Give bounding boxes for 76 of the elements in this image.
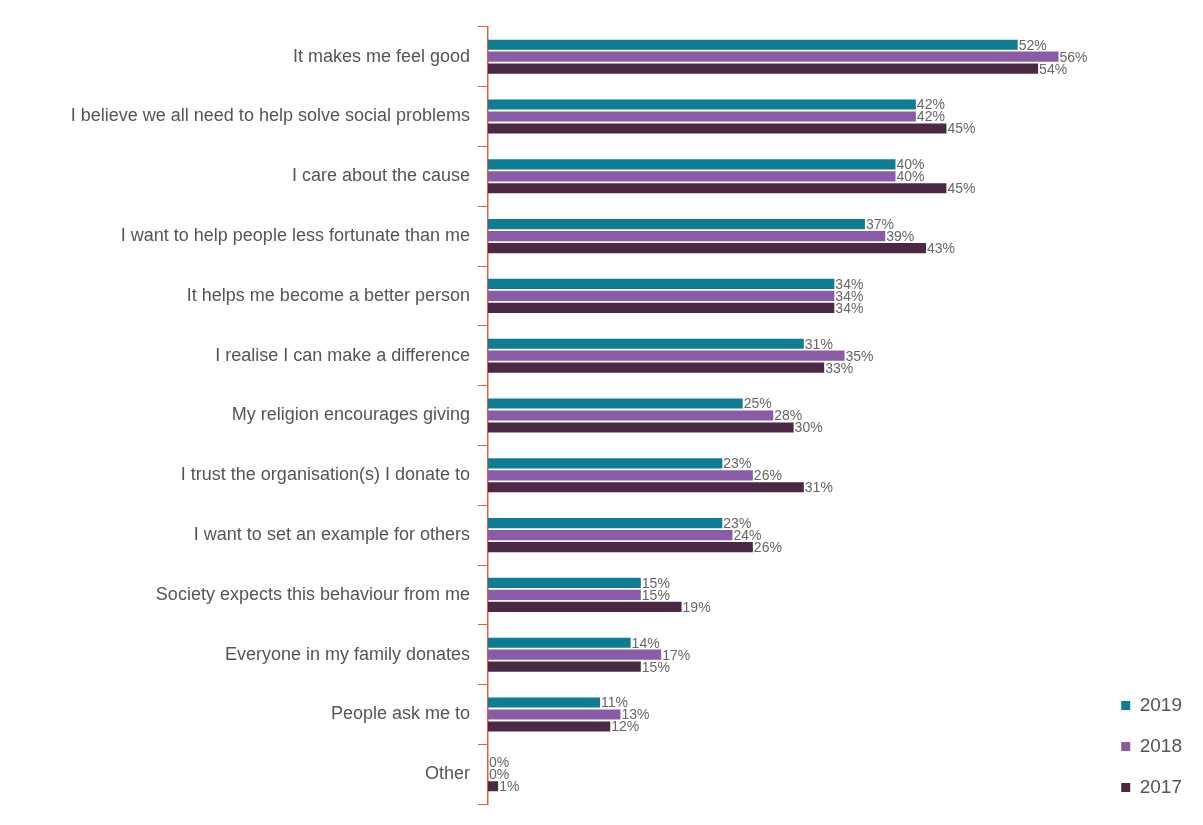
y-tick-label: Everyone in my family donates bbox=[224, 643, 470, 664]
bar bbox=[488, 51, 1059, 62]
y-tick-label: I realise I can make a difference bbox=[215, 344, 470, 365]
bar bbox=[488, 410, 774, 421]
bar bbox=[488, 171, 896, 182]
bar bbox=[488, 99, 916, 110]
y-tick-label: Society expects this behaviour from me bbox=[155, 583, 470, 604]
data-label: 43% bbox=[927, 239, 956, 256]
bar bbox=[488, 302, 835, 313]
bar bbox=[488, 39, 1018, 50]
bar bbox=[488, 63, 1039, 74]
bar bbox=[488, 577, 641, 589]
bar bbox=[488, 242, 927, 254]
data-label: 45% bbox=[947, 120, 976, 137]
bar bbox=[488, 781, 499, 792]
bar bbox=[488, 482, 804, 493]
legend-label: 2017 bbox=[1139, 775, 1183, 797]
bar bbox=[488, 111, 916, 122]
bar bbox=[488, 290, 835, 301]
data-label: 52% bbox=[1018, 36, 1047, 53]
bar bbox=[488, 601, 682, 612]
y-tick-label: I believe we all need to help solve social problems bbox=[70, 105, 470, 126]
bar bbox=[488, 183, 947, 194]
bar bbox=[488, 231, 886, 242]
bar bbox=[488, 541, 753, 553]
bar bbox=[488, 697, 601, 708]
data-label: 42% bbox=[916, 108, 945, 125]
bar bbox=[488, 661, 641, 672]
y-tick-label: I want to set an example for others bbox=[193, 524, 470, 545]
data-label: 26% bbox=[753, 467, 782, 484]
bar bbox=[488, 159, 896, 170]
data-label: 30% bbox=[794, 419, 823, 436]
bar bbox=[488, 219, 865, 230]
legend-label: 2018 bbox=[1139, 734, 1183, 756]
bar bbox=[488, 398, 743, 409]
data-label: 19% bbox=[682, 598, 711, 615]
data-label: 40% bbox=[896, 168, 925, 185]
bar bbox=[488, 721, 611, 732]
bar bbox=[488, 589, 641, 600]
data-label: 25% bbox=[743, 395, 772, 412]
data-label: 56% bbox=[1059, 48, 1088, 65]
bar bbox=[488, 422, 794, 433]
bar bbox=[488, 278, 835, 290]
bar bbox=[488, 518, 723, 529]
bar bbox=[488, 350, 845, 361]
data-label: 23% bbox=[723, 515, 752, 531]
data-label: 35% bbox=[845, 347, 874, 364]
data-label: 12% bbox=[611, 718, 640, 735]
data-label: 34% bbox=[835, 275, 864, 292]
y-tick-label: I want to help people less fortunate than me bbox=[120, 225, 470, 246]
bar bbox=[488, 649, 662, 660]
y-tick-label: People ask me to bbox=[330, 703, 470, 724]
data-label: 37% bbox=[865, 216, 894, 232]
data-label: 1% bbox=[499, 778, 520, 795]
legend-label: 2019 bbox=[1139, 693, 1183, 715]
data-label: 17% bbox=[662, 646, 691, 663]
y-tick-label: Other bbox=[424, 763, 470, 784]
bar bbox=[488, 458, 723, 469]
bar bbox=[488, 637, 631, 648]
y-tick-label: My religion encourages giving bbox=[231, 404, 470, 425]
bar bbox=[488, 530, 733, 541]
y-tick-label: It helps me become a better person bbox=[186, 284, 470, 305]
data-label: 31% bbox=[804, 335, 833, 352]
data-label: 15% bbox=[641, 574, 670, 591]
bar bbox=[488, 709, 621, 720]
bar bbox=[488, 362, 825, 373]
data-label: 14% bbox=[631, 634, 660, 651]
data-label: 45% bbox=[947, 180, 976, 197]
y-tick-label: I care about the cause bbox=[291, 165, 470, 186]
data-label: 23% bbox=[723, 455, 752, 472]
bar bbox=[488, 338, 804, 349]
bar bbox=[488, 470, 753, 481]
y-tick-label: It makes me feel good bbox=[292, 45, 470, 66]
data-label: 31% bbox=[804, 479, 833, 496]
y-tick-label: I trust the organisation(s) I donate to bbox=[180, 464, 470, 485]
bar bbox=[488, 123, 947, 134]
